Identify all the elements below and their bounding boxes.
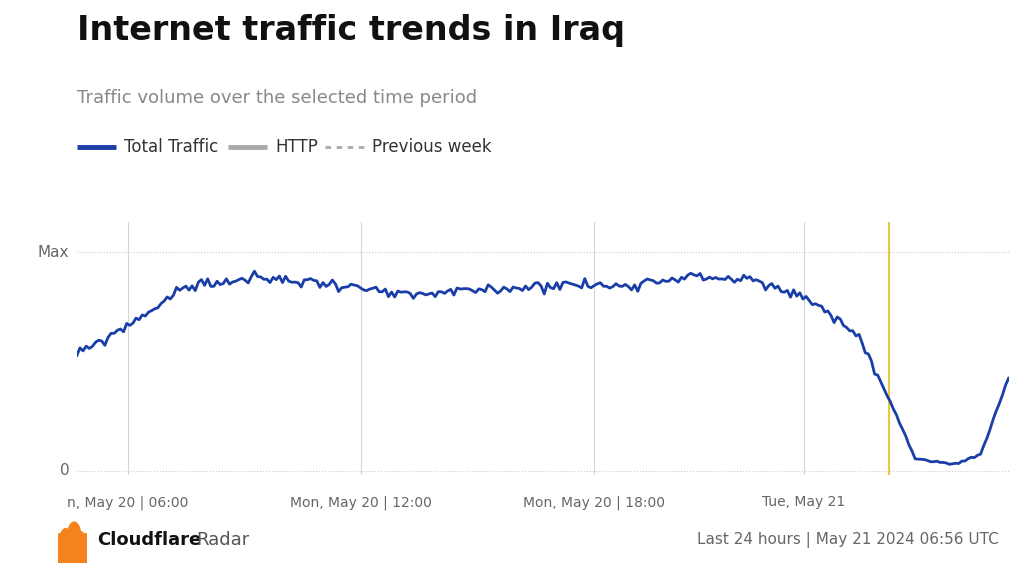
Text: HTTP: HTTP — [275, 138, 318, 156]
Text: Last 24 hours | May 21 2024 06:56 UTC: Last 24 hours | May 21 2024 06:56 UTC — [696, 532, 998, 548]
Text: Max: Max — [38, 245, 70, 260]
Ellipse shape — [59, 528, 72, 554]
Ellipse shape — [67, 521, 82, 552]
Ellipse shape — [76, 531, 86, 552]
Text: Radar: Radar — [197, 531, 250, 550]
FancyBboxPatch shape — [55, 533, 90, 566]
Text: 0: 0 — [59, 463, 70, 478]
Text: Internet traffic trends in Iraq: Internet traffic trends in Iraq — [77, 14, 625, 47]
Text: Traffic volume over the selected time period: Traffic volume over the selected time pe… — [77, 89, 477, 107]
Text: Previous week: Previous week — [372, 138, 492, 156]
Text: Cloudflare: Cloudflare — [97, 531, 202, 550]
Text: Total Traffic: Total Traffic — [124, 138, 218, 156]
Text: n, May 20 | 06:00: n, May 20 | 06:00 — [68, 495, 188, 510]
Text: Mon, May 20 | 18:00: Mon, May 20 | 18:00 — [523, 495, 665, 510]
Text: Tue, May 21: Tue, May 21 — [762, 495, 845, 509]
Text: Mon, May 20 | 12:00: Mon, May 20 | 12:00 — [290, 495, 432, 510]
